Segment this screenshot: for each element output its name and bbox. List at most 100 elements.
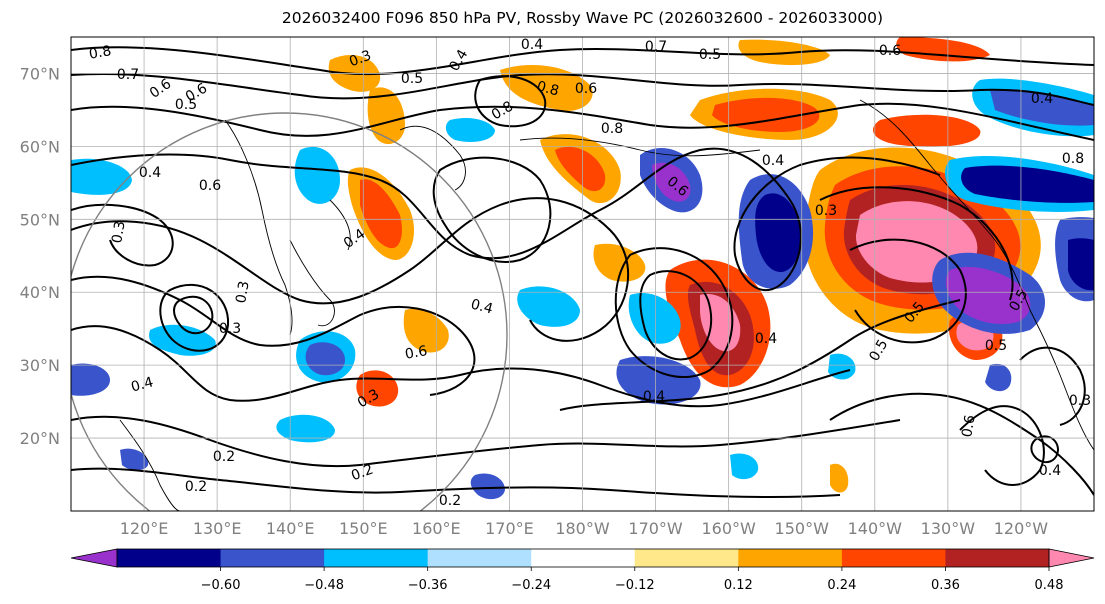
contour-label-text: 0.5 — [699, 47, 721, 63]
latitude-label: 70°N — [20, 64, 60, 83]
contour-label: 0.3 — [219, 321, 241, 337]
contour-label-text: 0.6 — [199, 178, 221, 194]
contour-label-text: 0.6 — [575, 81, 597, 97]
contour-label: 0.3 — [347, 48, 373, 71]
contour-label: 0.6 — [404, 343, 429, 363]
longitude-label: 180°W — [555, 519, 610, 538]
contour-label: 0.4 — [762, 153, 784, 169]
contour-label-text: 0.6 — [879, 43, 901, 59]
colorbar-segment — [634, 549, 739, 567]
latitude-labels: 70°N 60°N 50°N 40°N 30°N 20°N — [20, 64, 60, 448]
pv-anomaly-shading — [71, 37, 1094, 500]
contour-label: 0.5 — [401, 71, 423, 87]
contour-label: 0.3 — [1069, 393, 1091, 409]
longitude-label: 120°E — [120, 519, 169, 538]
contour-label: 0.2 — [185, 479, 207, 495]
contour-label-text: 0.7 — [645, 39, 667, 55]
contour-label: 0.7 — [117, 67, 139, 83]
contour-label-text: 0.8 — [1062, 151, 1084, 167]
contour-label: 0.5 — [175, 97, 197, 113]
contour-label: 0.3 — [815, 203, 837, 219]
longitude-label: 150°W — [775, 519, 830, 538]
contour-label-text: 0.4 — [1039, 463, 1061, 479]
contour-label-text: 0.3 — [109, 220, 129, 245]
contour-label-text: 0.2 — [213, 449, 235, 465]
coastlines — [119, 99, 1094, 511]
colorbar-segment — [324, 549, 429, 567]
longitude-label: 150°E — [339, 519, 388, 538]
longitude-label: 170°E — [485, 519, 534, 538]
contour-label-text: 0.3 — [219, 321, 241, 337]
contour-label-text: 0.5 — [175, 97, 197, 113]
contour-label-text: 0.4 — [762, 153, 784, 169]
longitude-label: 140°E — [266, 519, 315, 538]
colorbar-tick-label: 0.36 — [931, 578, 960, 593]
pv-contours — [71, 46, 1094, 499]
latitude-label: 50°N — [20, 210, 60, 229]
colorbar-extend-low — [70, 548, 118, 568]
colorbar-segment — [427, 549, 532, 567]
contour-label-text: 0.4 — [129, 374, 155, 395]
colorbar-tick-label: −0.60 — [201, 578, 241, 593]
longitude-label: 140°W — [848, 519, 903, 538]
grid — [71, 37, 1094, 511]
colorbar-tick-label: −0.12 — [615, 578, 655, 593]
plot-frame — [70, 36, 1095, 512]
colorbar-tick-label: −0.24 — [511, 578, 551, 593]
contour-label: 0.7 — [645, 39, 667, 55]
longitude-label: 170°W — [628, 519, 683, 538]
contour-label: 0.6 — [879, 43, 901, 59]
contour-label: 0.8 — [88, 43, 113, 63]
contour-label-text: 0.3 — [347, 48, 373, 71]
contour-label: 0.4 — [129, 374, 155, 395]
contour-label-text: 0.4 — [1031, 91, 1053, 107]
map-title: 2026032400 F096 850 hPa PV, Rossby Wave … — [281, 9, 884, 27]
contour-label-text: 0.4 — [469, 296, 495, 317]
colorbar-extend-high — [1048, 548, 1095, 568]
contour-label: 0.4 — [469, 296, 495, 317]
latitude-label: 20°N — [20, 429, 60, 448]
contour-label: 0.5 — [985, 338, 1007, 354]
contour-label: 0.6 — [959, 414, 979, 439]
colorbar-segment — [117, 549, 222, 567]
contour-label-text: 0.8 — [88, 43, 113, 63]
contour-label: 0.6 — [575, 81, 597, 97]
contour-label: 0.4 — [755, 331, 777, 347]
contour-label-text: 0.4 — [521, 37, 543, 53]
contour-label: 0.8 — [601, 121, 623, 137]
longitude-label: 120°W — [994, 519, 1049, 538]
contour-label: 0.8 — [1062, 151, 1084, 167]
contour-label-text: 0.8 — [601, 121, 623, 137]
contour-label-text: 0.2 — [349, 462, 375, 485]
contour-label: 0.2 — [213, 449, 235, 465]
contour-label: 0.8 — [535, 78, 561, 99]
contour-label: 0.4 — [521, 37, 543, 53]
contour-label: 0.4 — [643, 389, 665, 405]
contour-label-text: 0.8 — [535, 78, 561, 99]
colorbar: −0.60 −0.48 −0.36 −0.24 −0.12 0.12 0.24 0.36 0.4… — [70, 548, 1095, 593]
contour-label-text: 0.3 — [233, 280, 253, 305]
colorbar-tick-label: −0.36 — [408, 578, 448, 593]
contour-label: 0.2 — [349, 462, 375, 485]
contour-label: 0.2 — [439, 493, 461, 509]
latitude-label: 30°N — [20, 356, 60, 375]
contour-label: 0.4 — [139, 165, 161, 181]
contour-label: 0.5 — [699, 47, 721, 63]
latitude-label: 40°N — [20, 283, 60, 302]
contour-label: 0.3 — [233, 280, 253, 305]
colorbar-tick-label: −0.48 — [304, 578, 344, 593]
longitude-label: 130°W — [921, 519, 976, 538]
longitude-label: 130°E — [193, 519, 242, 538]
contour-label-text: 0.5 — [985, 338, 1007, 354]
colorbar-segment — [841, 549, 946, 567]
colorbar-tick-label: 0.24 — [827, 578, 856, 593]
contour-label-text: 0.4 — [755, 331, 777, 347]
colorbar-segment — [945, 549, 1050, 567]
longitude-label: 160°E — [412, 519, 461, 538]
contour-label-text: 0.7 — [117, 67, 139, 83]
contour-label: 0.4 — [1031, 91, 1053, 107]
reference-circle — [71, 112, 508, 511]
colorbar-frame — [116, 548, 1050, 568]
contour-label: 0.3 — [109, 220, 129, 245]
